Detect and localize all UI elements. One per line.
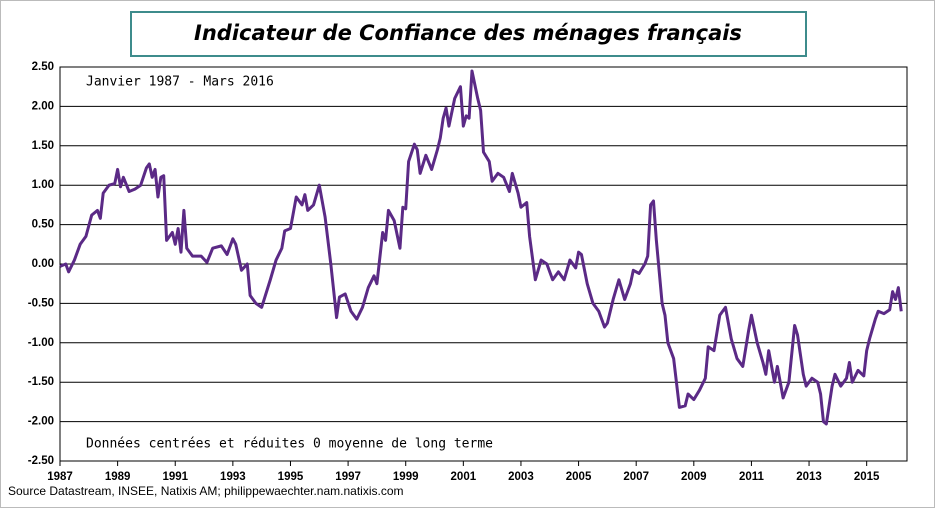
chart-title: Indicateur de Confiance des ménages fran… [194,21,742,45]
x-tick-label: 2009 [681,471,707,483]
title-box [130,11,807,57]
y-tick-label: -2.00 [28,416,54,428]
y-tick-label: -2.50 [28,455,54,467]
x-tick-label: 2011 [739,471,765,483]
x-tick-label: 2007 [623,471,649,483]
x-tick-label: 1999 [393,471,419,483]
x-tick-label: 2005 [566,471,592,483]
y-tick-label: -0.50 [28,297,54,309]
plot-frame [59,66,908,462]
y-tick-label: 1.50 [32,140,54,152]
data-line [59,69,903,426]
y-tick-label: 0.00 [32,258,54,270]
x-tick-label: 1997 [335,471,361,483]
x-tick-label: 1991 [162,471,188,483]
x-tick-label: 1987 [47,471,73,483]
y-tick-label: 2.50 [32,61,54,73]
x-tick-label: 2001 [451,471,477,483]
y-tick-label: 1.00 [32,179,54,191]
source: Source Datastream, INSEE, Natixis AM; ph… [8,484,404,498]
x-tick-label: 1993 [220,471,246,483]
y-tick-label: 2.00 [32,100,54,112]
x-tick-label: 1989 [105,471,131,483]
annotation: Données centrées et réduites 0 moyenne d… [86,437,493,452]
y-tick-label: -1.00 [28,337,54,349]
subtitle: Janvier 1987 - Mars 2016 [86,75,274,90]
y-tick-label: -1.50 [28,376,54,388]
x-tick-label: 2013 [796,471,822,483]
y-tick-label: 0.50 [32,219,54,231]
x-tick-label: 1995 [278,471,304,483]
x-tick-label: 2003 [508,471,534,483]
x-tick-label: 2015 [854,471,880,483]
